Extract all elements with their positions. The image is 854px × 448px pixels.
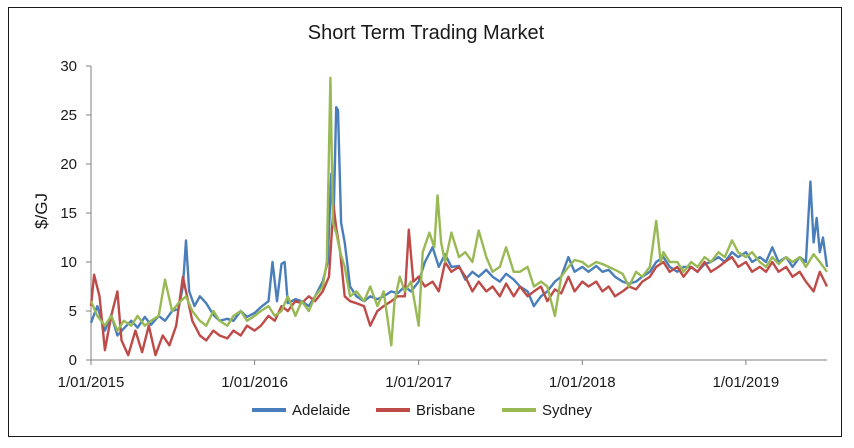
x-tick-label: 1/01/2017 (385, 374, 452, 391)
y-tick-label: 15 (60, 205, 77, 222)
series-line-brisbane (89, 204, 829, 357)
y-tick-label: 10 (60, 254, 77, 271)
series-line-sydney (89, 76, 828, 347)
y-tick-label: 5 (69, 303, 77, 320)
chart-title: Short Term Trading Market (308, 22, 545, 44)
x-tick-label: 1/01/2015 (58, 374, 125, 391)
chart-svg: Short Term Trading Market $/GJ 0 5 10 15 20 2… (32, 22, 829, 419)
plot-area: 0 5 10 15 20 25 30 1/01/2015 1/01/2016 1/01/2017 1… (58, 58, 829, 391)
x-tick-label: 1/01/2018 (549, 374, 616, 391)
y-axis-title: $/GJ (32, 193, 51, 229)
y-tick-label: 25 (60, 107, 77, 124)
legend-label-sydney: Sydney (542, 402, 593, 419)
x-tick-label: 1/01/2019 (713, 374, 780, 391)
legend-label-brisbane: Brisbane (416, 402, 475, 419)
legend: Adelaide Brisbane Sydney (252, 402, 593, 419)
chart-frame: Short Term Trading Market $/GJ 0 5 10 15 20 2… (8, 7, 842, 437)
x-tick-label: 1/01/2016 (221, 374, 288, 391)
y-tick-label: 0 (69, 352, 77, 369)
y-tick-label: 30 (60, 58, 77, 75)
legend-label-adelaide: Adelaide (292, 402, 350, 419)
y-tick-label: 20 (60, 156, 77, 173)
series-line-adelaide (89, 106, 829, 337)
